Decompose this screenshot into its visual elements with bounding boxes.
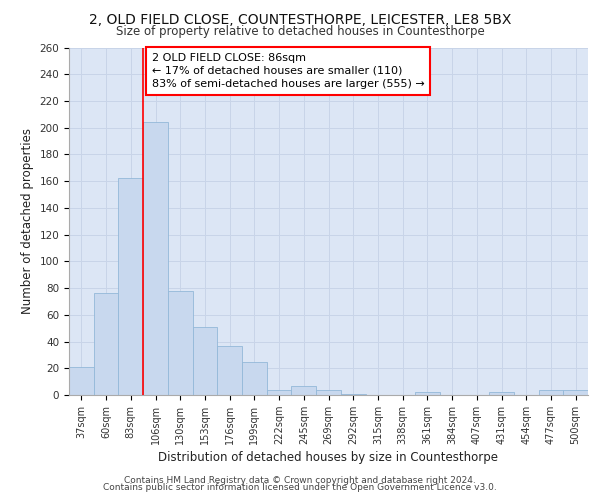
Bar <box>242 362 267 395</box>
Text: Size of property relative to detached houses in Countesthorpe: Size of property relative to detached ho… <box>116 25 484 38</box>
Text: Contains HM Land Registry data © Crown copyright and database right 2024.: Contains HM Land Registry data © Crown c… <box>124 476 476 485</box>
Bar <box>267 390 292 395</box>
Bar <box>143 122 168 395</box>
Bar <box>193 327 217 395</box>
Bar <box>563 390 588 395</box>
Text: Contains public sector information licensed under the Open Government Licence v3: Contains public sector information licen… <box>103 484 497 492</box>
Bar <box>168 291 193 395</box>
Bar <box>69 367 94 395</box>
Bar <box>292 386 316 395</box>
Bar <box>415 392 440 395</box>
Bar <box>94 294 118 395</box>
Y-axis label: Number of detached properties: Number of detached properties <box>21 128 34 314</box>
Bar <box>316 390 341 395</box>
Text: 2 OLD FIELD CLOSE: 86sqm
← 17% of detached houses are smaller (110)
83% of semi-: 2 OLD FIELD CLOSE: 86sqm ← 17% of detach… <box>152 52 425 89</box>
Bar <box>217 346 242 395</box>
Bar <box>539 390 563 395</box>
X-axis label: Distribution of detached houses by size in Countesthorpe: Distribution of detached houses by size … <box>158 451 499 464</box>
Bar <box>489 392 514 395</box>
Bar <box>118 178 143 395</box>
Text: 2, OLD FIELD CLOSE, COUNTESTHORPE, LEICESTER, LE8 5BX: 2, OLD FIELD CLOSE, COUNTESTHORPE, LEICE… <box>89 13 511 27</box>
Bar <box>341 394 365 395</box>
